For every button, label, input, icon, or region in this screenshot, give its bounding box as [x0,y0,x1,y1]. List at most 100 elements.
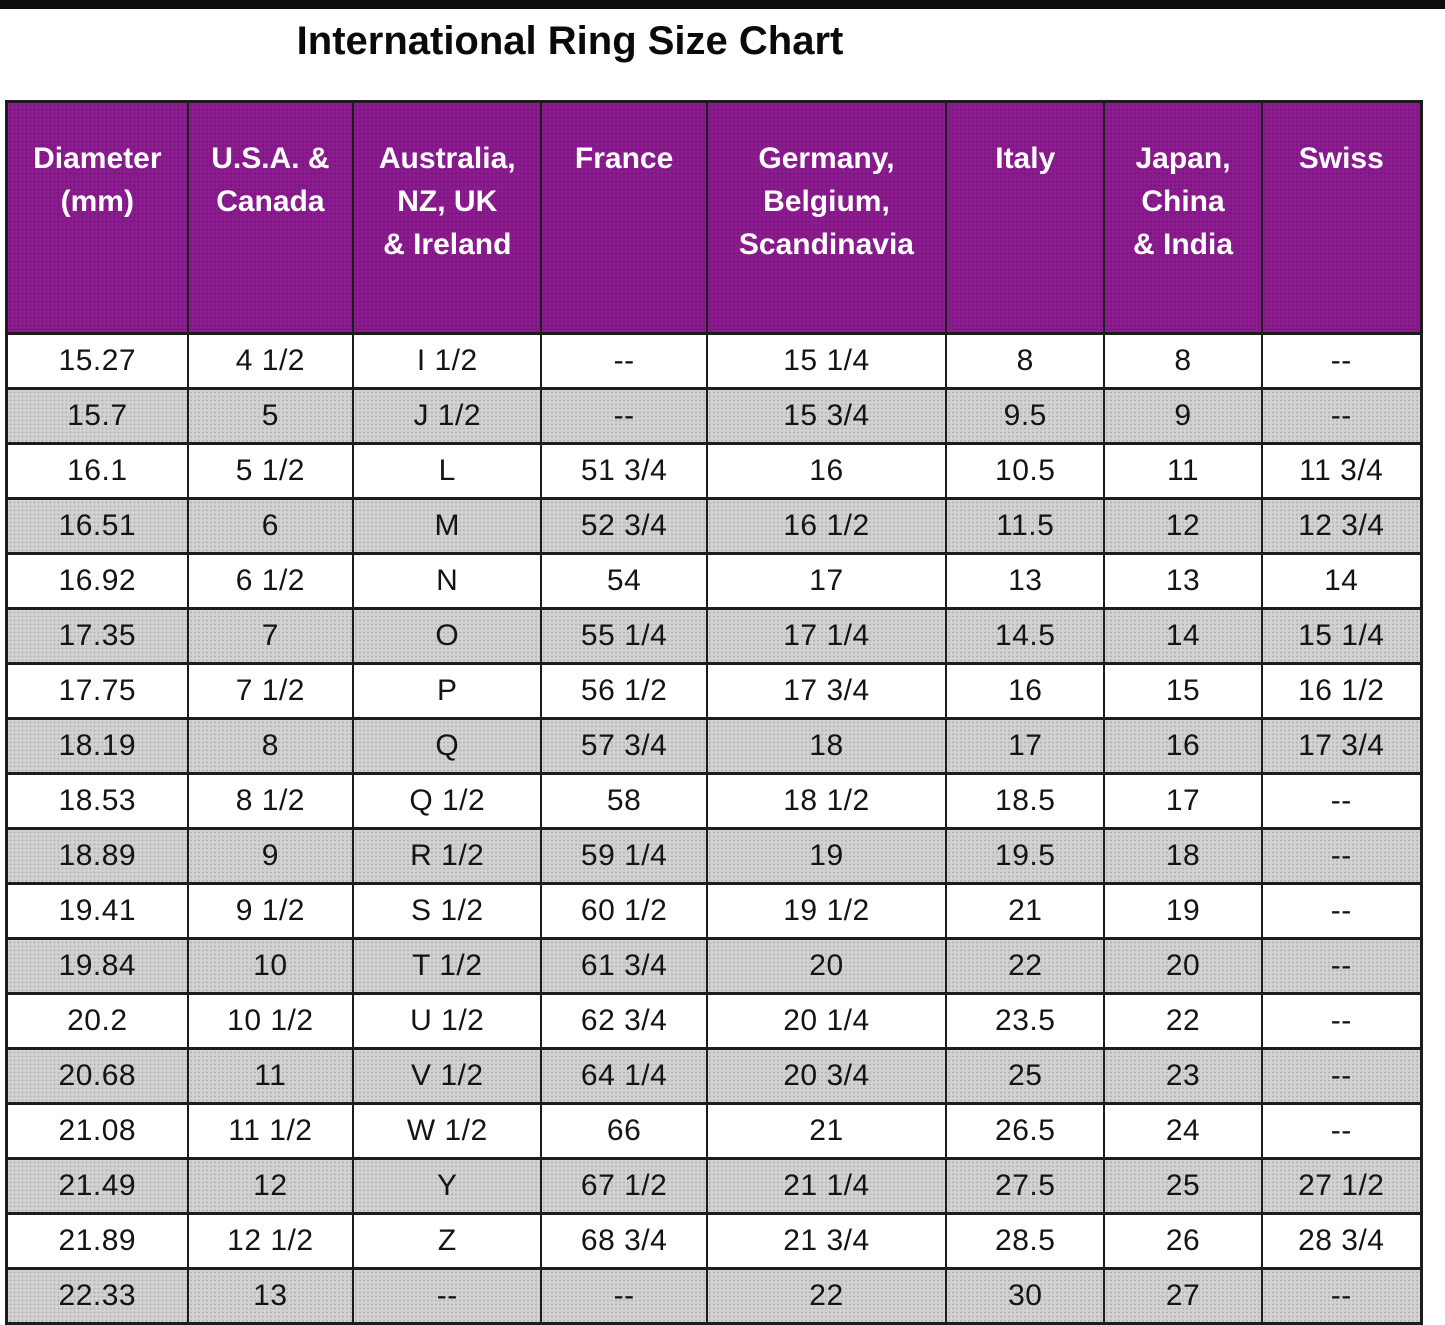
table-cell: 20 1/4 [705,992,948,1050]
table-cell: 52 3/4 [540,497,708,555]
table-row: 17.75 7 1/2 P 56 1/2 17 3/4 16 15 16 1/2 [5,662,1423,720]
table-cell: 19.84 [5,937,189,995]
table-row: 15.7 5 J 1/2 -- 15 3/4 9.5 9 -- [5,387,1423,445]
table-cell: 21.49 [5,1157,189,1215]
table-cell: -- [1260,332,1423,390]
table-cell: 12 [186,1157,355,1215]
table-cell: 19 1/2 [705,882,948,940]
table-cell: 21.08 [5,1102,189,1160]
table-cell: 27 [1103,1267,1263,1325]
table-cell: 19.41 [5,882,189,940]
table-cell: 16 [1103,717,1263,775]
table-cell: 25 [1103,1157,1263,1215]
table-cell: -- [1260,882,1423,940]
table-row: 19.41 9 1/2 S 1/2 60 1/2 19 1/2 21 19 -- [5,882,1423,940]
table-row: 20.68 11 V 1/2 64 1/4 20 3/4 25 23 -- [5,1047,1423,1105]
table-row: 22.33 13 -- -- 22 30 27 -- [5,1267,1423,1325]
table-cell: V 1/2 [352,1047,543,1105]
table-cell: 17 3/4 [705,662,948,720]
table-cell: 67 1/2 [540,1157,708,1215]
table-cell: 10.5 [945,442,1106,500]
table-cell: 11 [186,1047,355,1105]
table-cell: 27.5 [945,1157,1106,1215]
table-row: 21.89 12 1/2 Z 68 3/4 21 3/4 28.5 26 28 3/4 [5,1212,1423,1270]
top-bar [0,0,1445,9]
table-cell: 8 [186,717,355,775]
table-cell: 21.89 [5,1212,189,1270]
table-cell: 16 [945,662,1106,720]
table-cell: 9 1/2 [186,882,355,940]
table-cell: 21 [705,1102,948,1160]
table-cell: 14 [1260,552,1423,610]
table-cell: 55 1/4 [540,607,708,665]
table-cell: 8 1/2 [186,772,355,830]
table-cell: 21 3/4 [705,1212,948,1270]
table-cell: 7 [186,607,355,665]
table-cell: 12 1/2 [186,1212,355,1270]
column-header-diameter-mm: Diameter (mm) [5,100,189,335]
table-row: 18.19 8 Q 57 3/4 18 17 16 17 3/4 [5,717,1423,775]
table-cell: 14 [1103,607,1263,665]
table-cell: 27 1/2 [1260,1157,1423,1215]
table-cell: 66 [540,1102,708,1160]
column-header-japan-china-india: Japan, China & India [1103,100,1263,335]
table-cell: 17 1/4 [705,607,948,665]
table-cell: 22 [945,937,1106,995]
table-cell: 5 [186,387,355,445]
table-cell: 11.5 [945,497,1106,555]
table-row: 21.49 12 Y 67 1/2 21 1/4 27.5 25 27 1/2 [5,1157,1423,1215]
table-cell: 54 [540,552,708,610]
column-header-u-s-a-canada: U.S.A. & Canada [186,100,355,335]
table-cell: -- [1260,387,1423,445]
table-cell: P [352,662,543,720]
table-cell: 19 [705,827,948,885]
table-cell: 16.92 [5,552,189,610]
table-cell: 56 1/2 [540,662,708,720]
table-cell: 20 [705,937,948,995]
table-cell: 17 [945,717,1106,775]
table-cell: -- [1260,1267,1423,1325]
table-row: 17.35 7 O 55 1/4 17 1/4 14.5 14 15 1/4 [5,607,1423,665]
table-cell: 58 [540,772,708,830]
column-header-france: France [540,100,708,335]
table-cell: -- [1260,827,1423,885]
table-cell: 18.19 [5,717,189,775]
table-cell: 17 [1103,772,1263,830]
table-cell: -- [1260,937,1423,995]
table-cell: 28.5 [945,1212,1106,1270]
table-cell: 6 [186,497,355,555]
table-cell: 7 1/2 [186,662,355,720]
table-cell: 9 [1103,387,1263,445]
table-row: 18.89 9 R 1/2 59 1/4 19 19.5 18 -- [5,827,1423,885]
table-cell: 60 1/2 [540,882,708,940]
table-row: 16.1 5 1/2 L 51 3/4 16 10.5 11 11 3/4 [5,442,1423,500]
table-row: 21.08 11 1/2 W 1/2 66 21 26.5 24 -- [5,1102,1423,1160]
table-cell: 30 [945,1267,1106,1325]
table-cell: -- [540,387,708,445]
table-cell: 15.27 [5,332,189,390]
table-cell: 15 1/4 [705,332,948,390]
table-cell: 17 3/4 [1260,717,1423,775]
table-cell: 28 3/4 [1260,1212,1423,1270]
ring-size-table: Diameter (mm) U.S.A. & Canada Australia, N… [5,100,1423,1325]
table-cell: 20 3/4 [705,1047,948,1105]
table-cell: 68 3/4 [540,1212,708,1270]
table-row: 15.27 4 1/2 I 1/2 -- 15 1/4 8 8 -- [5,332,1423,390]
table-cell: 20 [1103,937,1263,995]
table-cell: 8 [1103,332,1263,390]
table-cell: 12 3/4 [1260,497,1423,555]
table-cell: 6 1/2 [186,552,355,610]
table-cell: 15 1/4 [1260,607,1423,665]
table-cell: -- [1260,1047,1423,1105]
table-cell: 18 1/2 [705,772,948,830]
page-title: International Ring Size Chart [296,19,844,63]
table-cell: 12 [1103,497,1263,555]
table-cell: 57 3/4 [540,717,708,775]
table-cell: 64 1/4 [540,1047,708,1105]
table-cell: 10 [186,937,355,995]
table-cell: 8 [945,332,1106,390]
table-cell: 21 [945,882,1106,940]
table-row: 18.53 8 1/2 Q 1/2 58 18 1/2 18.5 17 -- [5,772,1423,830]
table-cell: 22 [705,1267,948,1325]
